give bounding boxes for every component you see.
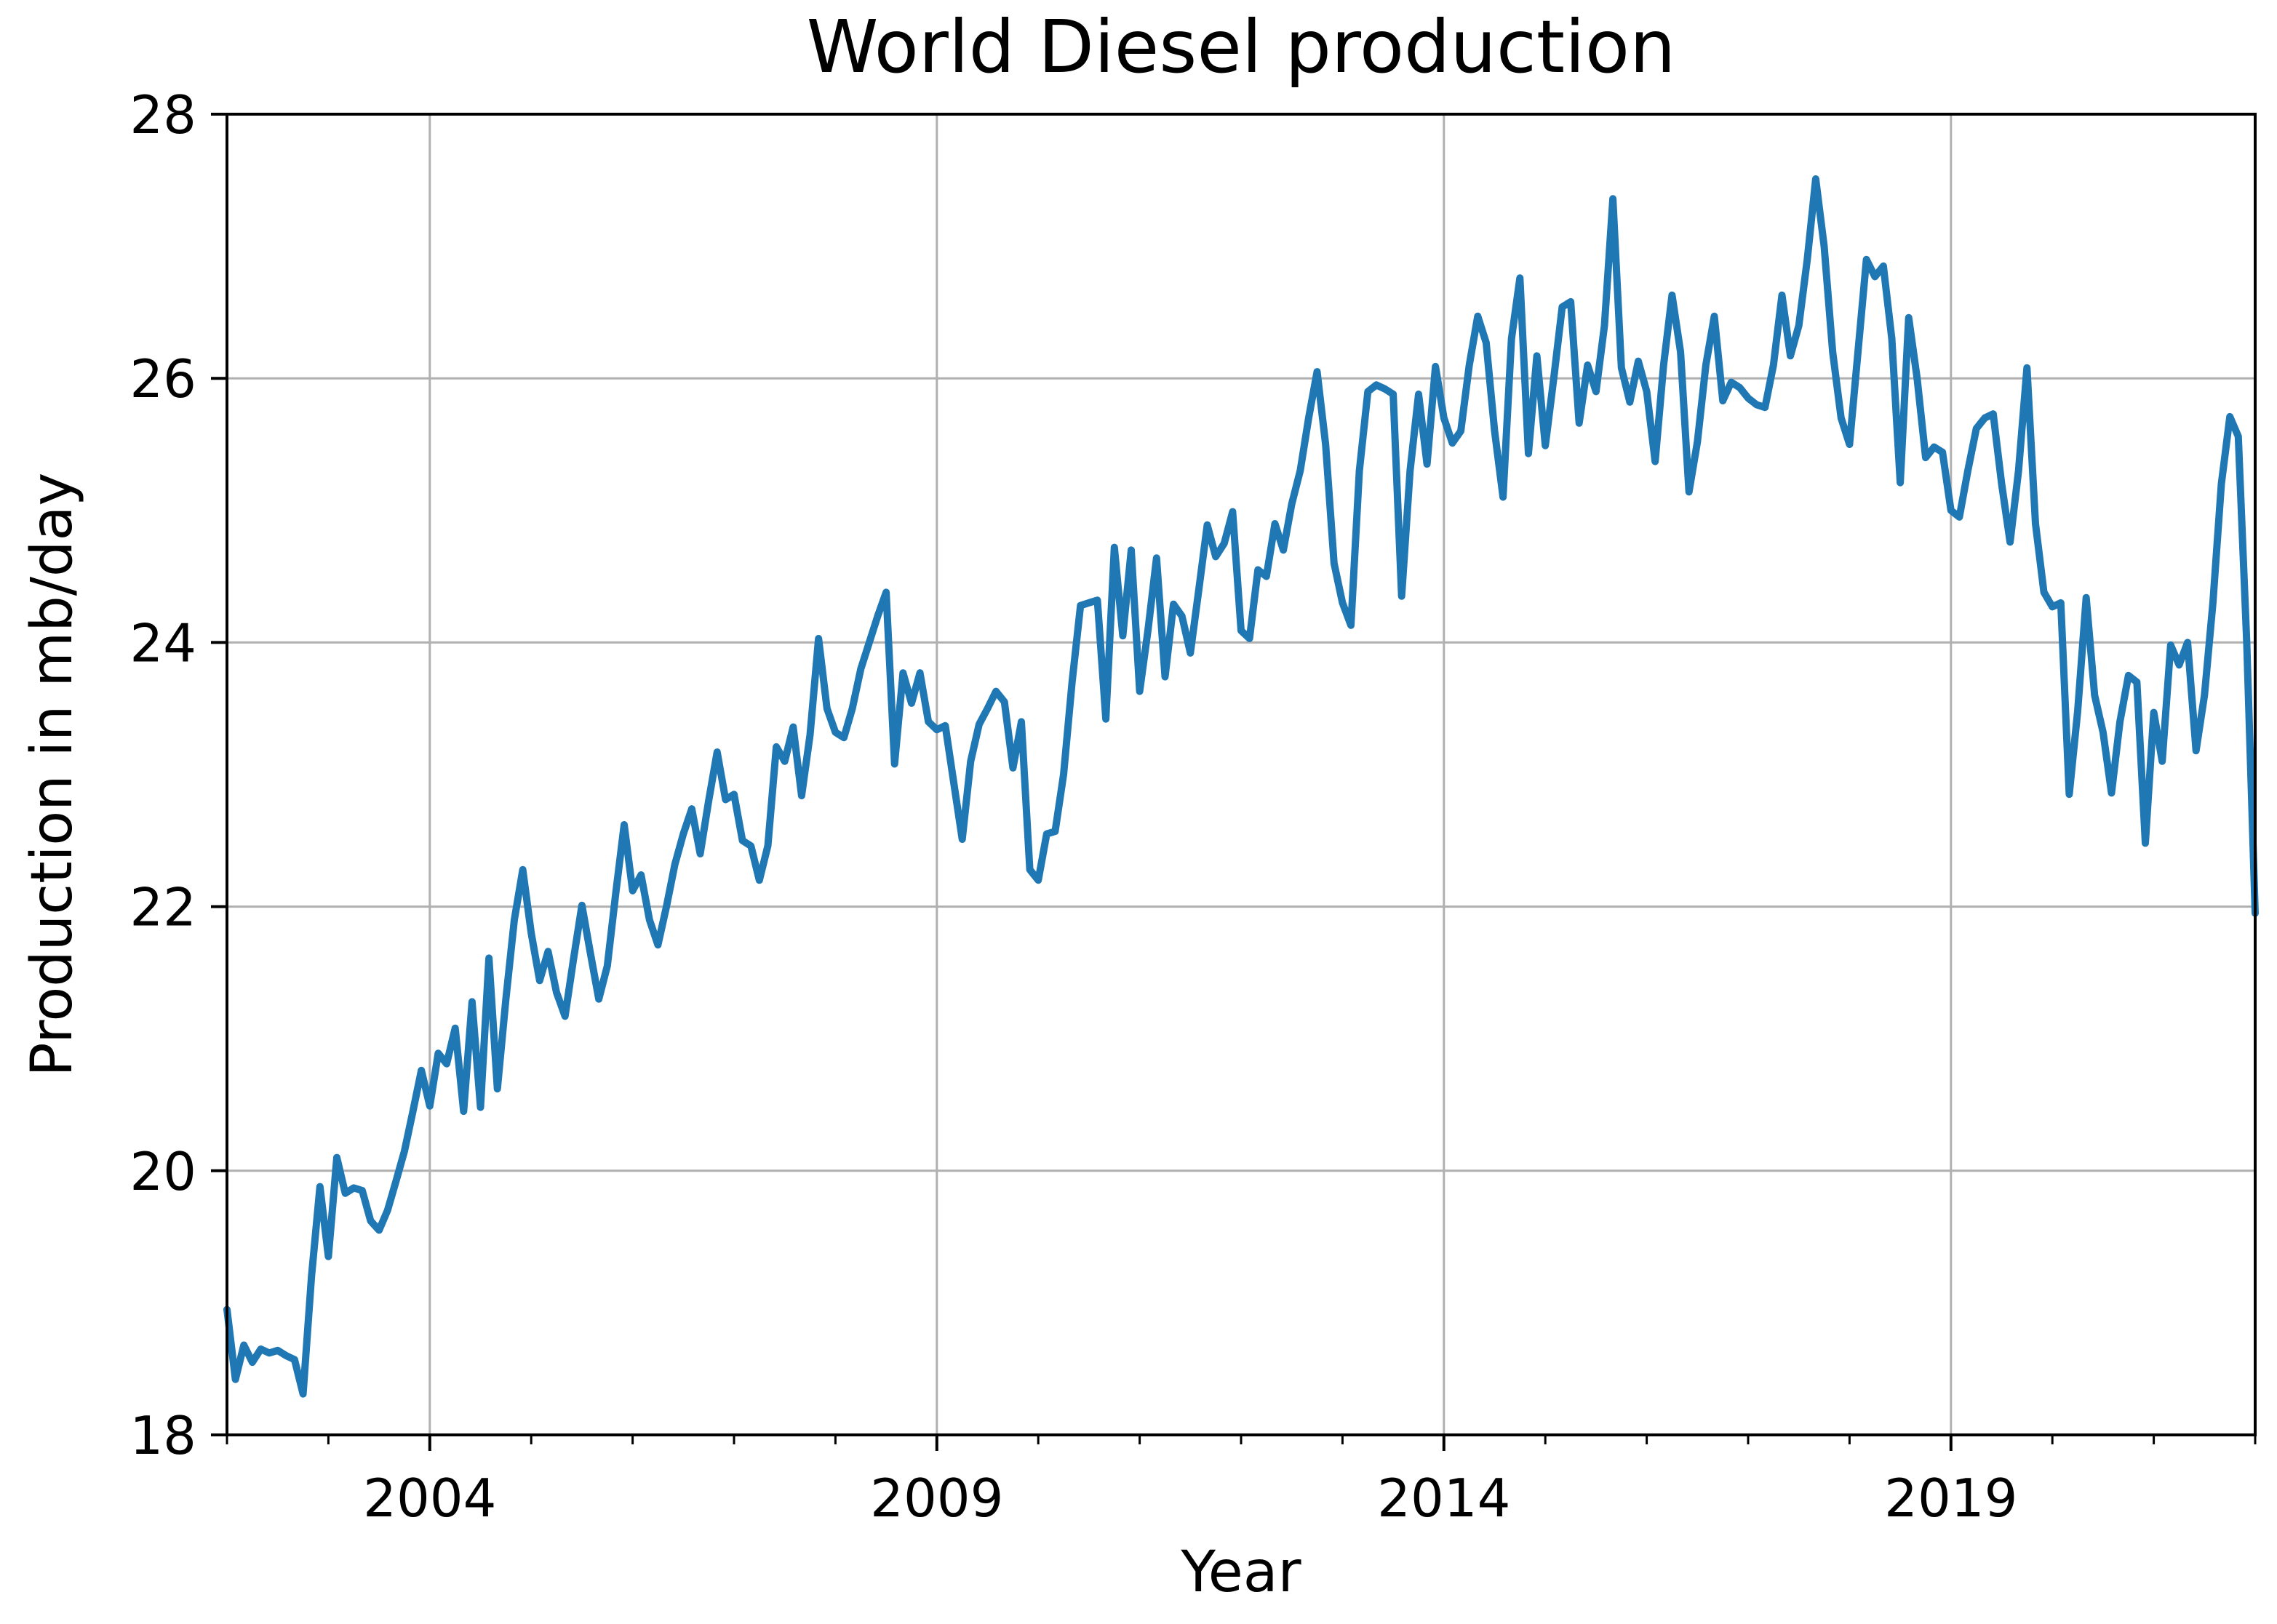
- y-tick-label: 26: [129, 348, 196, 409]
- series-line: [223, 175, 2259, 1398]
- x-axis-label: Year: [1181, 1540, 1301, 1605]
- x-tick-label: 2009: [870, 1468, 1003, 1529]
- y-tick-label: 18: [129, 1405, 196, 1466]
- y-tick-label: 22: [129, 877, 196, 938]
- y-axis-label: Production in mb/day: [20, 472, 85, 1077]
- y-tick-label: 28: [129, 84, 196, 145]
- y-tick-label: 20: [129, 1141, 196, 1202]
- x-tick-label: 2014: [1377, 1468, 1510, 1529]
- x-tick-label: 2019: [1884, 1468, 2017, 1529]
- chart-title: World Diesel production: [806, 4, 1676, 89]
- y-tick-label: 24: [129, 612, 196, 673]
- x-tick-label: 2004: [363, 1468, 496, 1529]
